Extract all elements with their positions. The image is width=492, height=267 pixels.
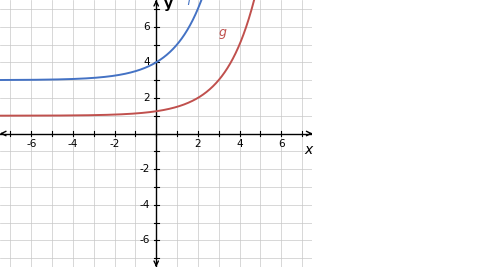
Text: 2: 2 bbox=[194, 139, 201, 149]
Text: 6: 6 bbox=[278, 139, 284, 149]
Text: f: f bbox=[186, 0, 191, 8]
Text: y: y bbox=[163, 0, 173, 11]
Text: -4: -4 bbox=[140, 200, 150, 210]
Text: x: x bbox=[304, 143, 312, 157]
Text: 4: 4 bbox=[236, 139, 243, 149]
Text: 4: 4 bbox=[143, 57, 150, 67]
Text: -2: -2 bbox=[140, 164, 150, 174]
Text: -4: -4 bbox=[68, 139, 78, 149]
Text: g: g bbox=[219, 26, 227, 39]
Text: 2: 2 bbox=[143, 93, 150, 103]
Text: -2: -2 bbox=[109, 139, 120, 149]
Text: -6: -6 bbox=[140, 235, 150, 245]
Text: -6: -6 bbox=[26, 139, 36, 149]
Text: 6: 6 bbox=[143, 22, 150, 32]
